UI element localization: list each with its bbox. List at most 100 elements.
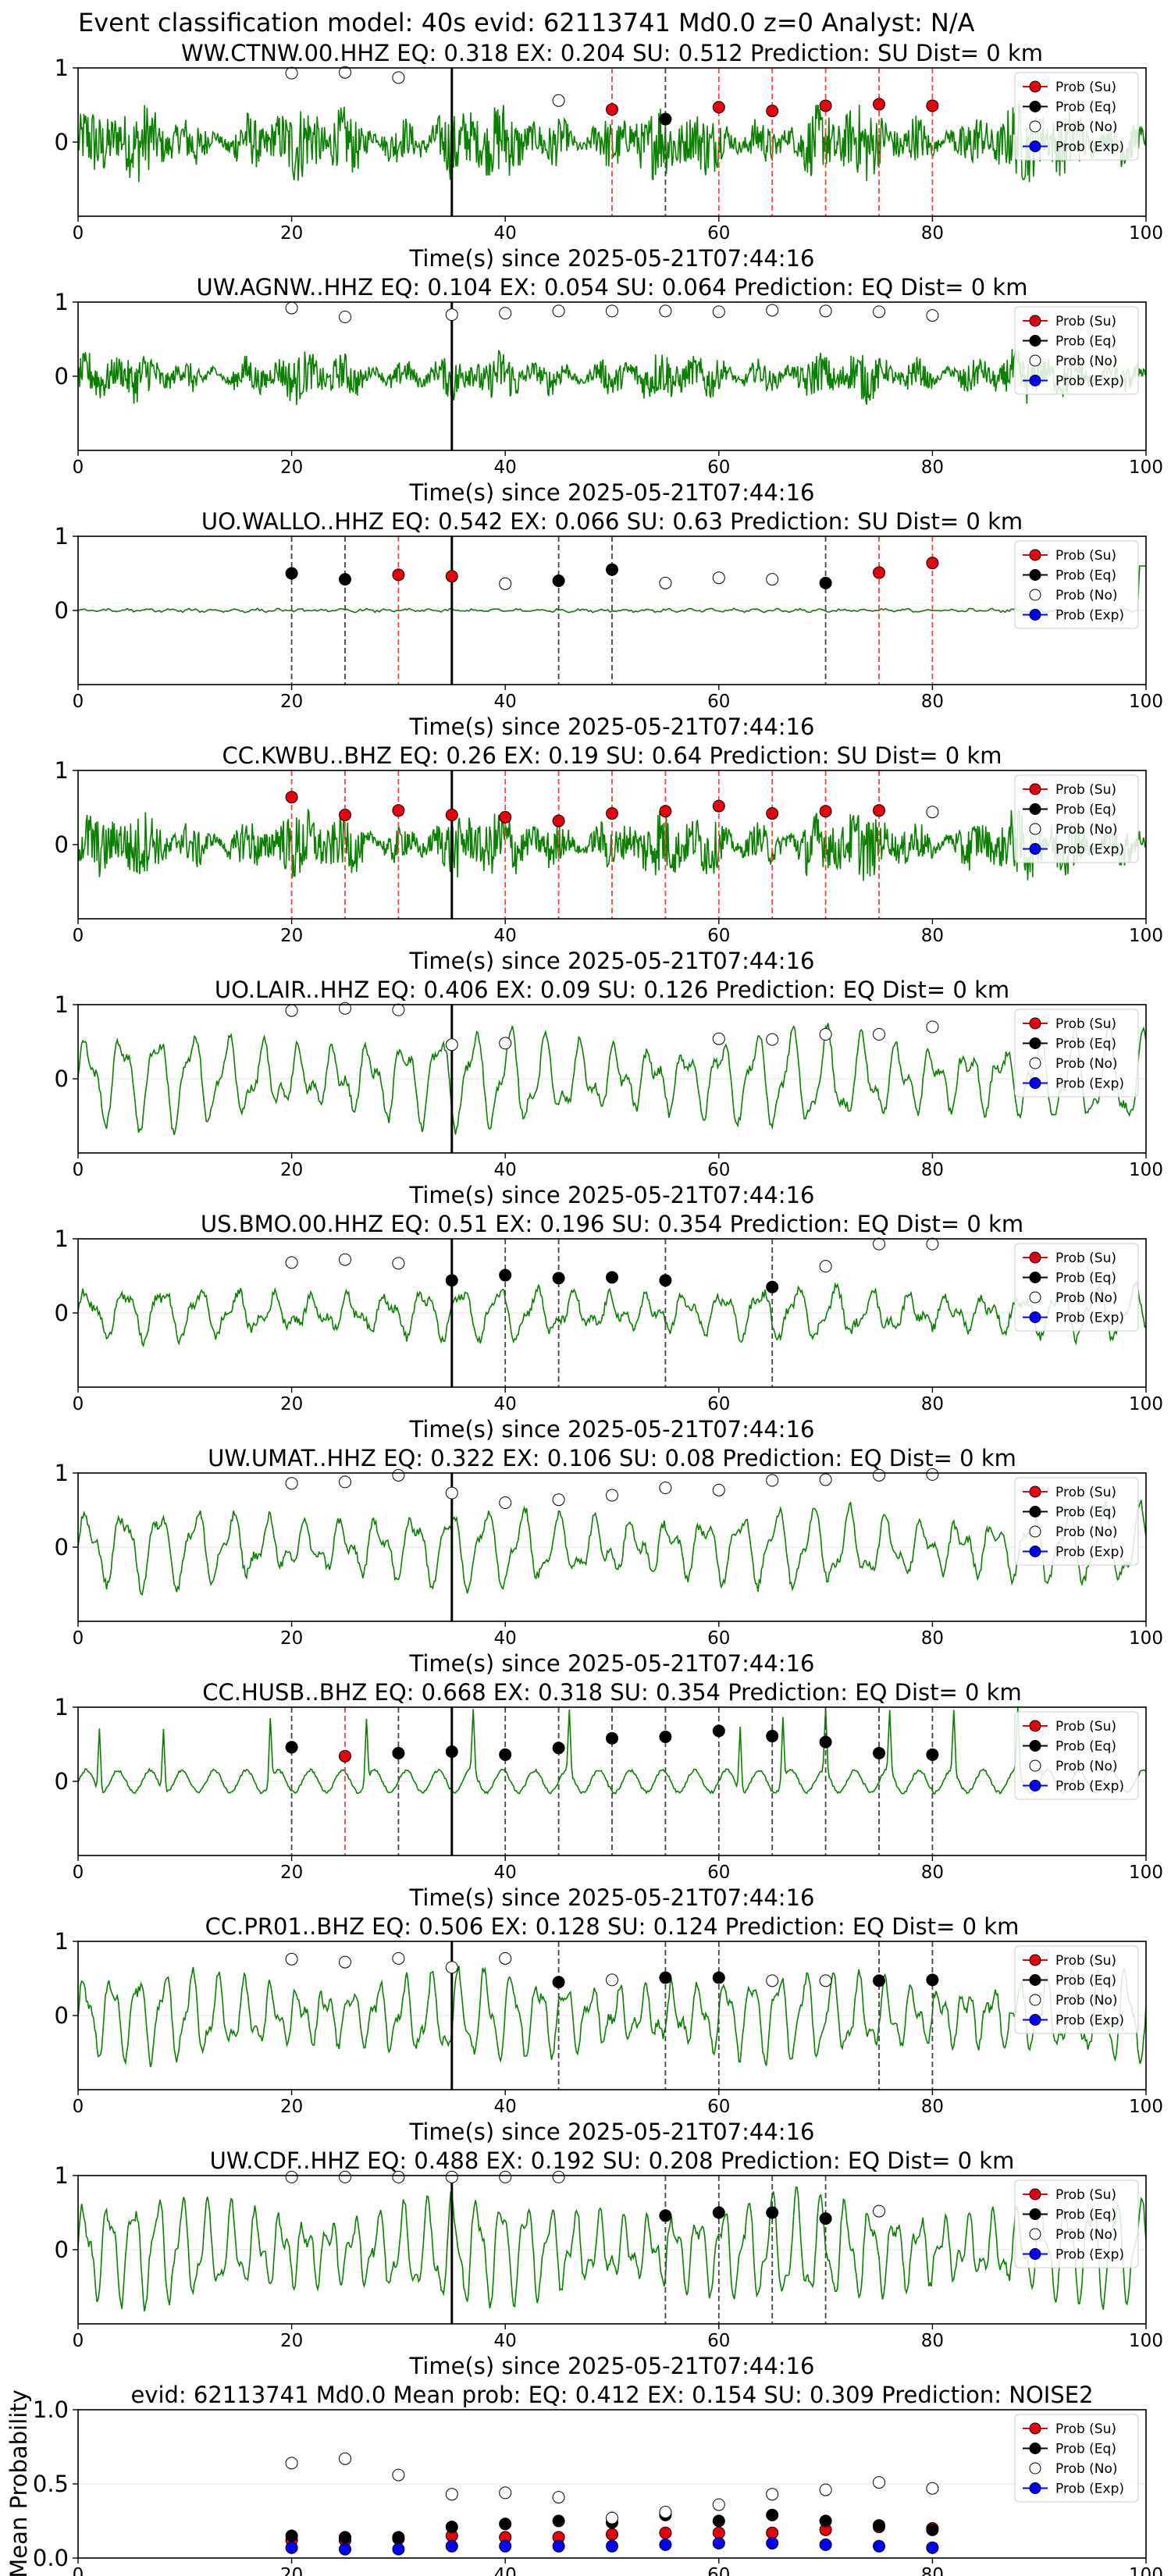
panel-8: CC.HUSB..BHZ EQ: 0.668 EX: 0.318 SU: 0.3… bbox=[55, 1679, 1163, 1911]
panel-title: CC.PR01..BHZ EQ: 0.506 EX: 0.128 SU: 0.1… bbox=[205, 1913, 1020, 1940]
x-axis-label: Time(s) since 2025-05-21T07:44:16 bbox=[409, 1650, 815, 1677]
y-tick-label: 0 bbox=[55, 1534, 69, 1560]
legend-marker bbox=[1029, 335, 1041, 347]
legend-marker bbox=[1029, 1311, 1041, 1323]
prob-point-eq bbox=[659, 1731, 672, 1743]
prob-point-no bbox=[552, 94, 565, 107]
mean-point-exp bbox=[712, 2537, 725, 2549]
legend-label: Prob (No) bbox=[1055, 1525, 1118, 1540]
waveform-trace bbox=[78, 349, 1146, 405]
prob-point-no bbox=[819, 1473, 832, 1486]
prob-point-no bbox=[819, 1260, 832, 1273]
x-tick-label: 0 bbox=[73, 2565, 84, 2576]
prob-point-no bbox=[659, 1482, 672, 1494]
x-tick-label: 20 bbox=[280, 2097, 303, 2117]
mean-point-exp bbox=[606, 2539, 618, 2553]
legend-marker bbox=[1029, 141, 1041, 152]
legend-marker bbox=[1029, 2248, 1041, 2260]
prob-point-no bbox=[392, 1003, 405, 1016]
mean-point-no bbox=[606, 2511, 618, 2524]
legend-label: Prob (Exp) bbox=[1055, 1545, 1124, 1560]
prob-point-no bbox=[339, 66, 351, 79]
x-tick-label: 20 bbox=[280, 2565, 303, 2576]
waveform-trace bbox=[78, 2186, 1146, 2312]
prob-point-su bbox=[766, 807, 779, 820]
x-axis-label: Time(s) since 2025-05-21T07:44:16 bbox=[409, 1416, 815, 1443]
legend-marker bbox=[1029, 609, 1041, 621]
x-tick-label: 80 bbox=[921, 2097, 944, 2117]
legend-marker bbox=[1029, 315, 1041, 327]
x-tick-label: 0 bbox=[73, 1863, 84, 1883]
mean-point-no bbox=[819, 2483, 832, 2496]
y-axis-label: Mean Probability bbox=[5, 2389, 32, 2576]
x-tick-label: 60 bbox=[707, 692, 730, 712]
prob-point-su bbox=[392, 568, 405, 582]
legend-label: Prob (Su) bbox=[1055, 314, 1116, 329]
mean-point-exp bbox=[873, 2539, 885, 2553]
panel-title: US.BMO.00.HHZ EQ: 0.51 EX: 0.196 SU: 0.3… bbox=[201, 1211, 1023, 1237]
x-tick-label: 40 bbox=[494, 223, 517, 244]
x-axis-label: Time(s) since 2025-05-21T07:44:16 bbox=[409, 948, 815, 974]
legend-marker bbox=[1029, 1037, 1041, 1049]
y-tick-label: 1 bbox=[55, 289, 69, 315]
waveform-trace bbox=[78, 1707, 1146, 1795]
prob-point-no bbox=[445, 1038, 458, 1051]
legend-label: Prob (Su) bbox=[1055, 1016, 1116, 1032]
y-tick-label: 0 bbox=[55, 597, 69, 624]
prob-point-eq bbox=[606, 563, 618, 576]
prob-point-no bbox=[766, 1474, 779, 1487]
legend-label: Prob (Su) bbox=[1055, 80, 1116, 95]
legend-label: Prob (Exp) bbox=[1055, 1311, 1124, 1326]
x-tick-label: 60 bbox=[707, 223, 730, 244]
prob-point-no bbox=[285, 66, 298, 80]
legend-marker bbox=[1029, 823, 1041, 835]
prob-point-no bbox=[392, 71, 405, 84]
panel-1: WW.CTNW.00.HHZ EQ: 0.318 EX: 0.204 SU: 0… bbox=[55, 40, 1163, 272]
prob-point-eq bbox=[392, 1746, 405, 1759]
prob-point-eq bbox=[552, 575, 565, 587]
prob-point-no bbox=[659, 576, 672, 589]
x-tick-label: 20 bbox=[280, 1394, 303, 1414]
x-tick-label: 20 bbox=[280, 692, 303, 712]
legend-label: Prob (Eq) bbox=[1055, 1037, 1116, 1052]
prob-point-eq bbox=[659, 1274, 672, 1287]
y-tick-label: 1.0 bbox=[33, 2396, 69, 2423]
mean-point-eq bbox=[873, 2519, 885, 2532]
prob-point-eq bbox=[552, 1272, 565, 1285]
waveform-trace bbox=[78, 1280, 1146, 1347]
mean-point-eq bbox=[712, 2514, 725, 2528]
y-tick-label: 0 bbox=[55, 2002, 69, 2029]
panel-title: UO.WALLO..HHZ EQ: 0.542 EX: 0.066 SU: 0.… bbox=[201, 508, 1023, 535]
prob-point-eq bbox=[712, 1971, 725, 1984]
plot-area bbox=[78, 68, 1146, 216]
legend-marker bbox=[1029, 1525, 1041, 1538]
prob-point-no bbox=[552, 304, 565, 318]
legend-box bbox=[1014, 2414, 1139, 2503]
waveform-trace bbox=[78, 565, 1146, 614]
legend-marker bbox=[1029, 1954, 1041, 1966]
x-tick-label: 100 bbox=[1129, 2097, 1163, 2117]
plot-area bbox=[78, 302, 1146, 450]
legend-marker bbox=[1029, 2208, 1041, 2220]
y-tick-label: 0 bbox=[55, 831, 69, 858]
mean-point-exp bbox=[926, 2541, 939, 2554]
panel-title: UW.UMAT..HHZ EQ: 0.322 EX: 0.106 SU: 0.0… bbox=[208, 1445, 1016, 1471]
prob-point-no bbox=[552, 2170, 565, 2183]
legend-label: Prob (Su) bbox=[1055, 1485, 1116, 1500]
plot-area bbox=[78, 2176, 1146, 2324]
prob-point-eq bbox=[766, 1280, 779, 1293]
x-axis-label: Time(s) since 2025-05-21T07:44:16 bbox=[409, 245, 815, 272]
prob-point-no bbox=[819, 1028, 832, 1041]
legend-box bbox=[1014, 1945, 1139, 2034]
mean-point-no bbox=[392, 2468, 405, 2482]
prob-point-no bbox=[712, 1032, 725, 1045]
prob-point-no bbox=[339, 1002, 351, 1015]
x-tick-label: 20 bbox=[280, 223, 303, 244]
mean-point-no bbox=[285, 2457, 298, 2470]
mean-point-no bbox=[552, 2491, 565, 2504]
legend-label: Prob (No) bbox=[1055, 119, 1118, 135]
prob-point-eq bbox=[499, 1748, 512, 1761]
legend-label: Prob (Eq) bbox=[1055, 802, 1116, 818]
prob-point-no bbox=[819, 1974, 832, 1987]
